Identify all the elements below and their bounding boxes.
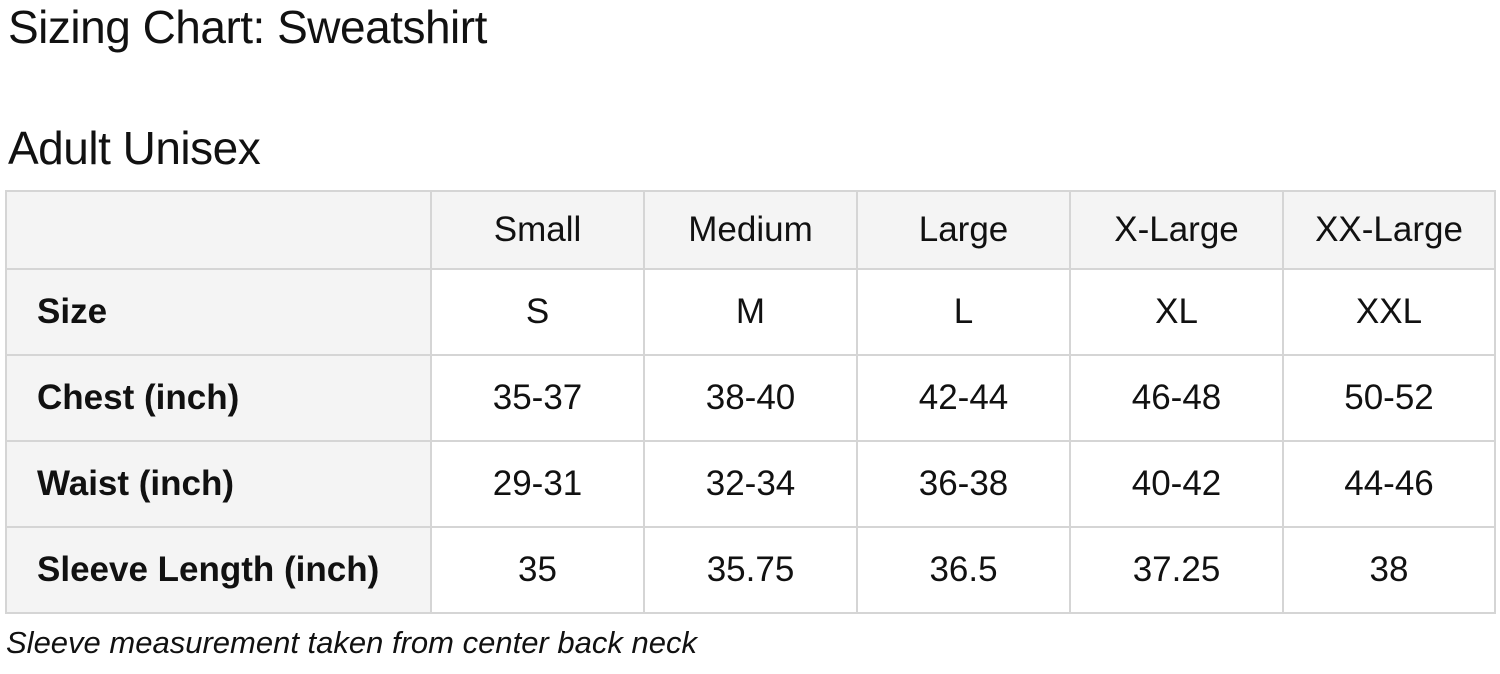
table-cell: 50-52 <box>1282 354 1496 442</box>
table-cell: 40-42 <box>1069 440 1284 528</box>
table-cell: L <box>856 268 1071 356</box>
table-cell: 36-38 <box>856 440 1071 528</box>
table-cell: M <box>643 268 858 356</box>
table-cell: 38 <box>1282 526 1496 614</box>
column-header-xx-large: XX-Large <box>1282 190 1496 270</box>
table-cell: 38-40 <box>643 354 858 442</box>
column-header-blank <box>5 190 432 270</box>
table-cell: 44-46 <box>1282 440 1496 528</box>
table-cell: 29-31 <box>430 440 645 528</box>
table-cell: 46-48 <box>1069 354 1284 442</box>
column-header-x-large: X-Large <box>1069 190 1284 270</box>
page-title: Sizing Chart: Sweatshirt <box>8 1 487 53</box>
table-cell: S <box>430 268 645 356</box>
column-header-small: Small <box>430 190 645 270</box>
column-header-large: Large <box>856 190 1071 270</box>
sleeve-measurement-footnote: Sleeve measurement taken from center bac… <box>6 625 697 660</box>
row-label-chest: Chest (inch) <box>5 354 432 442</box>
table-header-row: Small Medium Large X-Large XX-Large <box>5 190 1496 270</box>
table-row-waist: Waist (inch) 29-31 32-34 36-38 40-42 44-… <box>5 440 1496 528</box>
sizing-table: Small Medium Large X-Large XX-Large Size… <box>5 190 1496 614</box>
table-cell: XXL <box>1282 268 1496 356</box>
table-cell: 35 <box>430 526 645 614</box>
table-row-chest: Chest (inch) 35-37 38-40 42-44 46-48 50-… <box>5 354 1496 442</box>
table-cell: 35-37 <box>430 354 645 442</box>
table-cell: 35.75 <box>643 526 858 614</box>
row-label-size: Size <box>5 268 432 356</box>
row-label-waist: Waist (inch) <box>5 440 432 528</box>
column-header-medium: Medium <box>643 190 858 270</box>
table-cell: XL <box>1069 268 1284 356</box>
table-cell: 32-34 <box>643 440 858 528</box>
row-label-sleeve-length: Sleeve Length (inch) <box>5 526 432 614</box>
table-row-sleeve-length: Sleeve Length (inch) 35 35.75 36.5 37.25… <box>5 526 1496 614</box>
section-title: Adult Unisex <box>8 122 261 174</box>
table-cell: 37.25 <box>1069 526 1284 614</box>
table-cell: 36.5 <box>856 526 1071 614</box>
table-row-size: Size S M L XL XXL <box>5 268 1496 356</box>
table-cell: 42-44 <box>856 354 1071 442</box>
